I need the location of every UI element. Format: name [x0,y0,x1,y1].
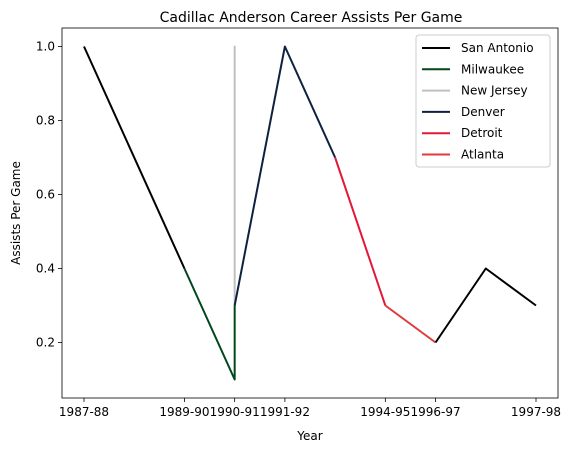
legend-label: New Jersey [461,84,528,98]
x-tick-label: 1996-97 [410,405,460,419]
series-line-atlanta-5 [384,304,437,344]
legend: San Antonio Milwaukee New Jersey Denver Detr… [415,34,551,168]
legend-label: Milwaukee [461,62,524,76]
series-line-san-antonio-6 [434,267,537,344]
legend-label: Atlanta [461,148,504,162]
x-tick-label: 1991-92 [260,405,310,419]
plot-frame [61,27,559,399]
y-tick-label: 0.8 [36,114,55,128]
x-tick-label: 1997-98 [511,405,561,419]
series-line-denver-3 [233,45,337,306]
series-line-milwaukee-1 [183,268,236,381]
legend-label: San Antonio [461,41,534,55]
y-tick-label: 0.4 [36,262,55,276]
plot-lines [83,45,537,381]
x-tick-label: 1987-88 [59,405,109,419]
x-axis-label: Year [296,429,322,443]
x-tick-label: 1990-91 [210,405,260,419]
y-tick-label: 0.2 [36,336,55,350]
chart-title: Cadillac Anderson Career Assists Per Gam… [160,10,463,26]
x-axis: 1987-88 1989-90 1990-91 1991-92 1994-95 1996-… [59,398,561,419]
series-line-detroit-4 [334,157,387,306]
legend-label: Denver [461,105,505,119]
series-line-san-antonio-0 [83,46,186,269]
legend-label: Detroit [461,126,503,140]
y-tick-label: 1.0 [36,40,55,54]
x-tick-label: 1994-95 [360,405,410,419]
x-tick-label: 1989-90 [159,405,209,419]
y-tick-label: 0.6 [36,188,55,202]
y-axis: 0.2 0.4 0.6 0.8 1.0 [36,40,62,350]
y-axis-label: Assists Per Game [9,161,23,265]
